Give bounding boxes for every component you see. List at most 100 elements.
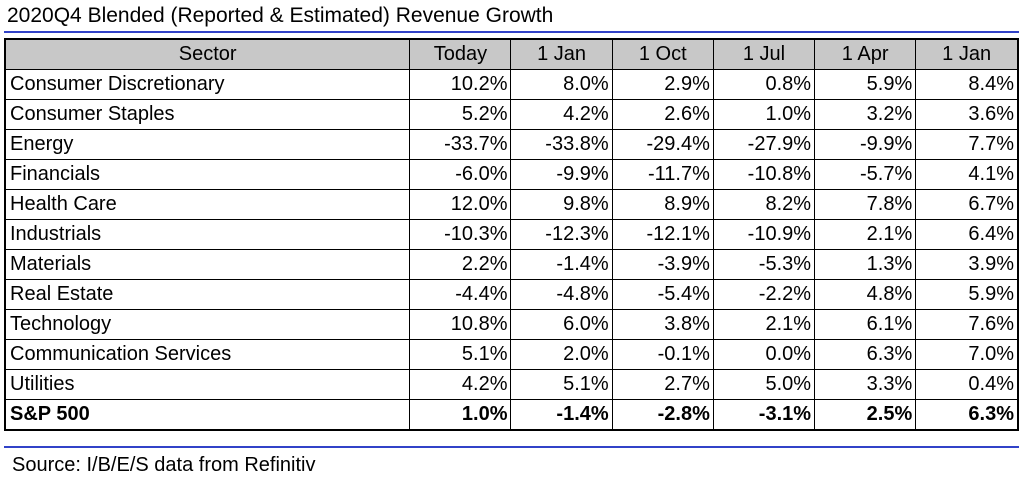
- value-cell: 3.6%: [915, 99, 1019, 130]
- value-cell: 1.3%: [814, 249, 917, 280]
- value-cell: -33.7%: [409, 129, 512, 160]
- sector-cell: Industrials: [4, 219, 411, 250]
- table-row: Health Care 12.0% 9.8% 8.9% 8.2% 7.8% 6.7%: [4, 189, 1019, 220]
- sector-cell: Consumer Staples: [4, 99, 411, 130]
- value-cell: 5.9%: [814, 69, 917, 100]
- value-cell: 8.9%: [611, 189, 714, 220]
- value-cell: 1.0%: [712, 99, 816, 130]
- table-row: Consumer Staples 5.2% 4.2% 2.6% 1.0% 3.2% 3.6%: [4, 99, 1019, 130]
- value-cell: 4.1%: [915, 159, 1019, 190]
- value-cell: 2.7%: [611, 369, 714, 400]
- value-cell: 7.6%: [915, 309, 1019, 340]
- value-cell: -4.8%: [510, 279, 613, 310]
- value-cell: 4.2%: [510, 99, 613, 130]
- value-cell: -12.3%: [510, 219, 613, 250]
- revenue-growth-table: Sector Today 1 Jan 1 Oct 1 Jul 1 Apr 1 J…: [4, 38, 1019, 431]
- table-row: Energy -33.7% -33.8% -29.4% -27.9% -9.9% 7.7%: [4, 129, 1019, 160]
- value-cell: 2.0%: [510, 339, 613, 370]
- value-cell: -33.8%: [510, 129, 613, 160]
- header-row: Sector Today 1 Jan 1 Oct 1 Jul 1 Apr 1 J…: [4, 38, 1019, 70]
- sector-cell: Communication Services: [4, 339, 411, 370]
- header-1-oct: 1 Oct: [611, 38, 714, 70]
- value-cell: 5.0%: [712, 369, 816, 400]
- value-cell: 0.0%: [712, 339, 816, 370]
- sector-cell: S&P 500: [4, 399, 411, 431]
- value-cell: 3.2%: [814, 99, 917, 130]
- value-cell: 9.8%: [510, 189, 613, 220]
- value-cell: -29.4%: [611, 129, 714, 160]
- value-cell: 2.6%: [611, 99, 714, 130]
- value-cell: 2.1%: [814, 219, 917, 250]
- value-cell: -0.1%: [611, 339, 714, 370]
- value-cell: 6.1%: [814, 309, 917, 340]
- header-today: Today: [409, 38, 512, 70]
- value-cell: 3.9%: [915, 249, 1019, 280]
- value-cell: -5.7%: [814, 159, 917, 190]
- value-cell: 12.0%: [409, 189, 512, 220]
- value-cell: 10.8%: [409, 309, 512, 340]
- total-row: S&P 500 1.0% -1.4% -2.8% -3.1% 2.5% 6.3%: [4, 399, 1019, 431]
- value-cell: 2.1%: [712, 309, 816, 340]
- value-cell: 3.8%: [611, 309, 714, 340]
- value-cell: -6.0%: [409, 159, 512, 190]
- header-1-jul: 1 Jul: [712, 38, 816, 70]
- header-1-jan: 1 Jan: [510, 38, 613, 70]
- table-row: Industrials -10.3% -12.3% -12.1% -10.9% 2.1% 6…: [4, 219, 1019, 250]
- value-cell: -5.3%: [712, 249, 816, 280]
- value-cell: 7.0%: [915, 339, 1019, 370]
- sector-cell: Materials: [4, 249, 411, 280]
- value-cell: -12.1%: [611, 219, 714, 250]
- sector-cell: Consumer Discretionary: [4, 69, 411, 100]
- value-cell: 4.2%: [409, 369, 512, 400]
- value-cell: -5.4%: [611, 279, 714, 310]
- value-cell: -10.3%: [409, 219, 512, 250]
- value-cell: 0.8%: [712, 69, 816, 100]
- header-1-apr: 1 Apr: [814, 38, 917, 70]
- table-row: Communication Services 5.1% 2.0% -0.1% 0.0% 6…: [4, 339, 1019, 370]
- value-cell: -10.8%: [712, 159, 816, 190]
- value-cell: 3.3%: [814, 369, 917, 400]
- value-cell: 10.2%: [409, 69, 512, 100]
- value-cell: -3.1%: [712, 399, 816, 431]
- value-cell: -9.9%: [814, 129, 917, 160]
- value-cell: 6.3%: [915, 399, 1019, 431]
- sector-cell: Technology: [4, 309, 411, 340]
- value-cell: 2.2%: [409, 249, 512, 280]
- value-cell: -3.9%: [611, 249, 714, 280]
- value-cell: 2.5%: [814, 399, 917, 431]
- value-cell: 5.9%: [915, 279, 1019, 310]
- value-cell: 7.7%: [915, 129, 1019, 160]
- header-sector: Sector: [4, 38, 411, 70]
- value-cell: 6.3%: [814, 339, 917, 370]
- value-cell: -4.4%: [409, 279, 512, 310]
- value-cell: -2.2%: [712, 279, 816, 310]
- table-title: 2020Q4 Blended (Reported & Estimated) Re…: [7, 4, 554, 27]
- value-cell: 4.8%: [814, 279, 917, 310]
- value-cell: 7.8%: [814, 189, 917, 220]
- bottom-rule: [4, 446, 1019, 448]
- value-cell: -11.7%: [611, 159, 714, 190]
- top-rule: [4, 31, 1019, 33]
- value-cell: 8.4%: [915, 69, 1019, 100]
- value-cell: -10.9%: [712, 219, 816, 250]
- value-cell: 5.1%: [510, 369, 613, 400]
- value-cell: -1.4%: [510, 399, 613, 431]
- value-cell: 6.7%: [915, 189, 1019, 220]
- value-cell: 8.0%: [510, 69, 613, 100]
- value-cell: -2.8%: [611, 399, 714, 431]
- value-cell: 5.1%: [409, 339, 512, 370]
- sector-cell: Health Care: [4, 189, 411, 220]
- sector-cell: Real Estate: [4, 279, 411, 310]
- value-cell: 8.2%: [712, 189, 816, 220]
- table-row: Financials -6.0% -9.9% -11.7% -10.8% -5.7% 4.1…: [4, 159, 1019, 190]
- value-cell: -1.4%: [510, 249, 613, 280]
- table-row: Real Estate -4.4% -4.8% -5.4% -2.2% 4.8% 5.9%: [4, 279, 1019, 310]
- table-row: Technology 10.8% 6.0% 3.8% 2.1% 6.1% 7.6%: [4, 309, 1019, 340]
- sector-cell: Utilities: [4, 369, 411, 400]
- value-cell: 2.9%: [611, 69, 714, 100]
- value-cell: 5.2%: [409, 99, 512, 130]
- table-row: Materials 2.2% -1.4% -3.9% -5.3% 1.3% 3.9%: [4, 249, 1019, 280]
- sector-cell: Financials: [4, 159, 411, 190]
- header-1-jan-prior: 1 Jan: [915, 38, 1019, 70]
- value-cell: 0.4%: [915, 369, 1019, 400]
